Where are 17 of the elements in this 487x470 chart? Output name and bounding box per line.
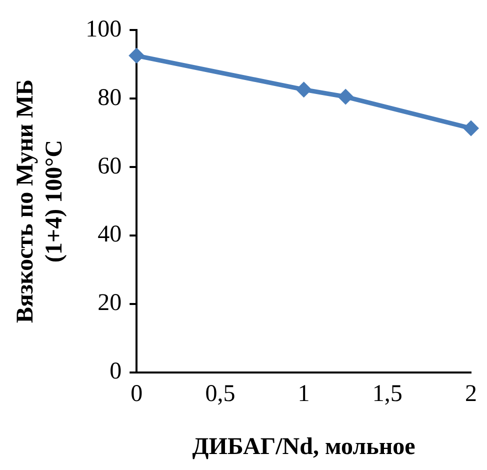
y-tick-label: 100 (86, 16, 122, 42)
y-tick-label: 0 (110, 358, 122, 385)
point (338, 88, 354, 105)
y-tick-label: 80 (98, 84, 122, 111)
x-axis-title: ДИБАГ/Nd, мольное (192, 434, 416, 460)
point (463, 120, 479, 136)
point (296, 82, 312, 98)
x-tick-label: 0 (130, 381, 143, 408)
y-tick-label: 60 (98, 153, 122, 180)
x-tick-label: 1,5 (372, 381, 402, 408)
y-tick-label: 20 (98, 290, 122, 316)
x-tick-label: 2 (465, 381, 477, 408)
y-axis-title: Вязкость по Муни МБ (1+4) 100°С (12, 79, 68, 324)
point (128, 48, 145, 64)
y-tick-label: 40 (98, 222, 122, 248)
x-tick-label: 0,5 (205, 381, 236, 408)
x-tick-label: 1 (298, 381, 310, 408)
